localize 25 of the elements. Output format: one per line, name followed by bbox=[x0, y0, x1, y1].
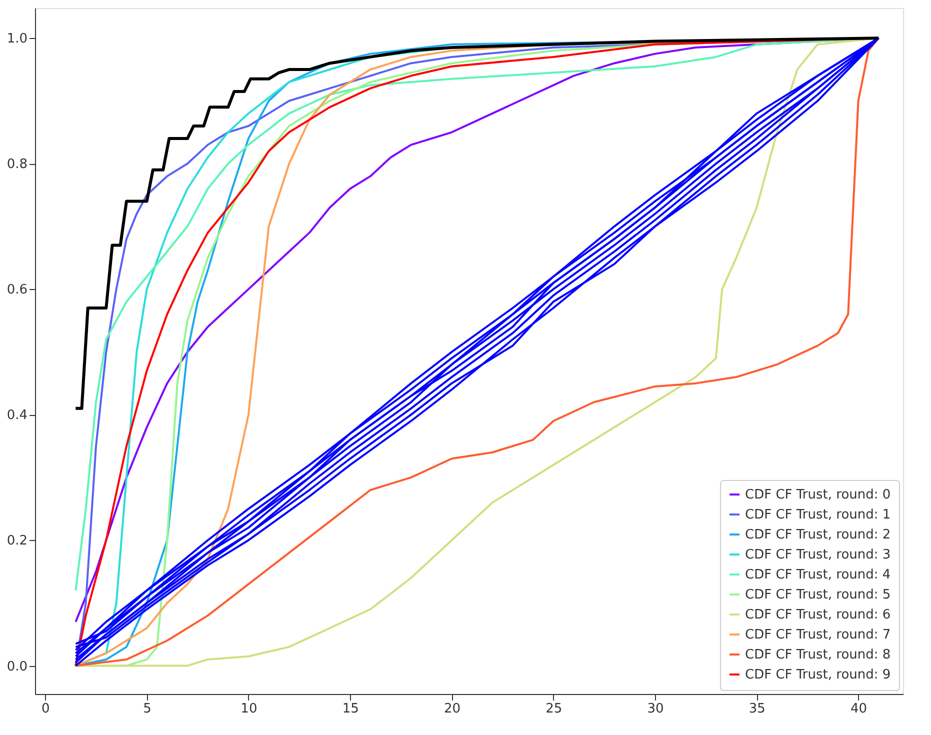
y-tick-label: 0.8 bbox=[6, 157, 28, 172]
x-tick-label: 15 bbox=[342, 702, 359, 716]
x-tick-label: 35 bbox=[748, 702, 766, 716]
y-tick-label: 1.0 bbox=[6, 32, 28, 47]
legend-label: CDF CF Trust, round: 3 bbox=[745, 548, 891, 562]
x-tick-label: 40 bbox=[850, 702, 868, 716]
x-tick-label: 25 bbox=[546, 702, 562, 716]
y-tick-label: 0.0 bbox=[6, 659, 28, 674]
legend-label: CDF CF Trust, round: 4 bbox=[745, 568, 891, 582]
legend-label: CDF CF Trust, round: 2 bbox=[745, 528, 891, 542]
legend-label: CDF CF Trust, round: 8 bbox=[745, 648, 891, 662]
legend-label: CDF CF Trust, round: 5 bbox=[745, 588, 891, 602]
legend-label: CDF CF Trust, round: 6 bbox=[745, 608, 891, 622]
legend-label: CDF CF Trust, round: 9 bbox=[745, 668, 891, 682]
x-tick-label: 5 bbox=[143, 702, 152, 716]
legend-label: CDF CF Trust, round: 7 bbox=[745, 628, 891, 642]
x-tick-label: 0 bbox=[42, 702, 50, 716]
x-tick-label: 30 bbox=[647, 702, 664, 716]
legend-label: CDF CF Trust, round: 1 bbox=[745, 508, 891, 522]
legend-label: CDF CF Trust, round: 0 bbox=[745, 488, 891, 502]
y-tick-label: 0.6 bbox=[6, 282, 28, 298]
y-tick-label: 0.2 bbox=[6, 534, 28, 549]
x-tick-label: 20 bbox=[444, 702, 460, 716]
x-tick-label: 10 bbox=[240, 702, 258, 716]
y-tick-label: 0.4 bbox=[6, 408, 28, 424]
